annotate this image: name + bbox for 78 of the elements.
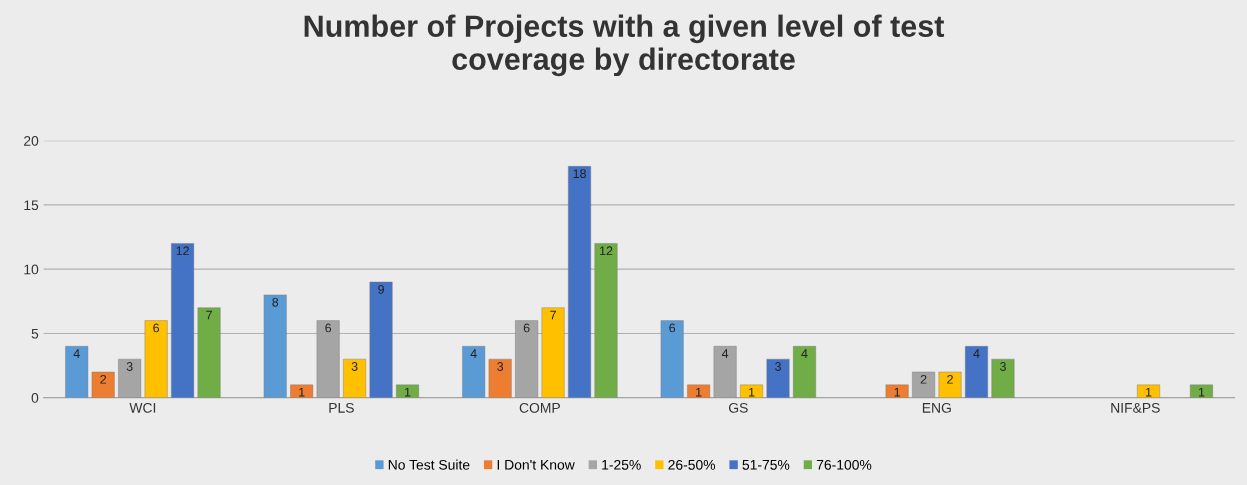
bar [740,384,764,398]
bar [144,320,168,398]
x-tick-label: GS [728,402,748,413]
data-label: 6 [153,323,160,333]
data-label: 3 [126,362,133,371]
x-tick-label: NIF&PS [1111,402,1160,413]
bar [91,371,115,398]
bar [290,384,314,398]
data-label: 6 [523,323,530,333]
data-label: 4 [801,349,808,358]
legend-label: No Test Suite [388,459,470,470]
x-tick-label: COMP [519,402,560,413]
bar [65,346,89,398]
bar [171,243,195,398]
bar [462,346,486,398]
data-label: 6 [669,323,676,333]
bar [660,320,684,398]
legend-label: 76-100% [816,459,872,470]
data-label: 2 [100,374,107,384]
y-tick-label: 20 [24,135,39,146]
y-tick-label: 15 [24,200,39,211]
x-tick-label: PLS [329,402,354,413]
bar [369,281,393,398]
bar [912,371,936,398]
data-label: 9 [378,284,384,294]
bar [793,346,816,398]
bar [541,307,565,398]
bar [938,371,962,398]
legend-label: 51-75% [742,459,790,470]
bar [488,358,512,398]
bar [118,358,142,398]
data-label: 8 [272,297,279,307]
legend-label: I Don't Know [497,460,575,470]
x-tick-label: WCI [129,402,156,413]
data-label: 3 [999,362,1006,371]
data-label: 4 [73,349,80,358]
x-tick-label: ENG [922,402,951,413]
bar [396,384,419,398]
data-label: 4 [973,349,980,358]
bar [713,346,737,398]
data-label: 3 [351,362,358,371]
bar [991,358,1015,398]
data-label: 12 [600,246,613,256]
data-label: 2 [920,374,927,384]
bar [594,243,618,398]
data-label: 6 [325,323,332,333]
bar [1189,384,1213,398]
bar [568,166,591,398]
chart-title: Number of Projects with a given level of test coverage by directorate [304,14,945,77]
data-label: 4 [470,349,477,358]
bar [197,307,221,398]
legend-label: 1-25% [602,459,641,470]
bar [687,384,711,398]
bar [1137,384,1160,398]
data-label: 4 [721,349,729,358]
data-label: 3 [497,362,504,371]
data-label: 18 [573,169,586,179]
bar [885,384,909,398]
data-label: 1 [1198,387,1205,397]
y-tick-label: 10 [24,264,39,275]
bar [263,294,287,398]
data-label: 1 [1146,387,1152,397]
data-label: 1 [299,387,305,397]
data-label: 1 [894,387,900,397]
data-label: 1 [749,387,755,397]
bar [766,358,790,398]
y-tick-label: 5 [31,328,39,339]
bar [965,346,988,398]
data-label: 1 [696,387,702,397]
legend-label: 26-50% [668,459,716,470]
data-label: 1 [405,387,411,397]
y-tick-label: 0 [31,393,39,403]
data-label: 7 [550,310,556,320]
data-label: 3 [775,362,781,371]
data-label: 2 [947,374,953,384]
data-label: 7 [206,310,212,320]
bar [343,358,367,398]
data-label: 12 [176,246,189,256]
